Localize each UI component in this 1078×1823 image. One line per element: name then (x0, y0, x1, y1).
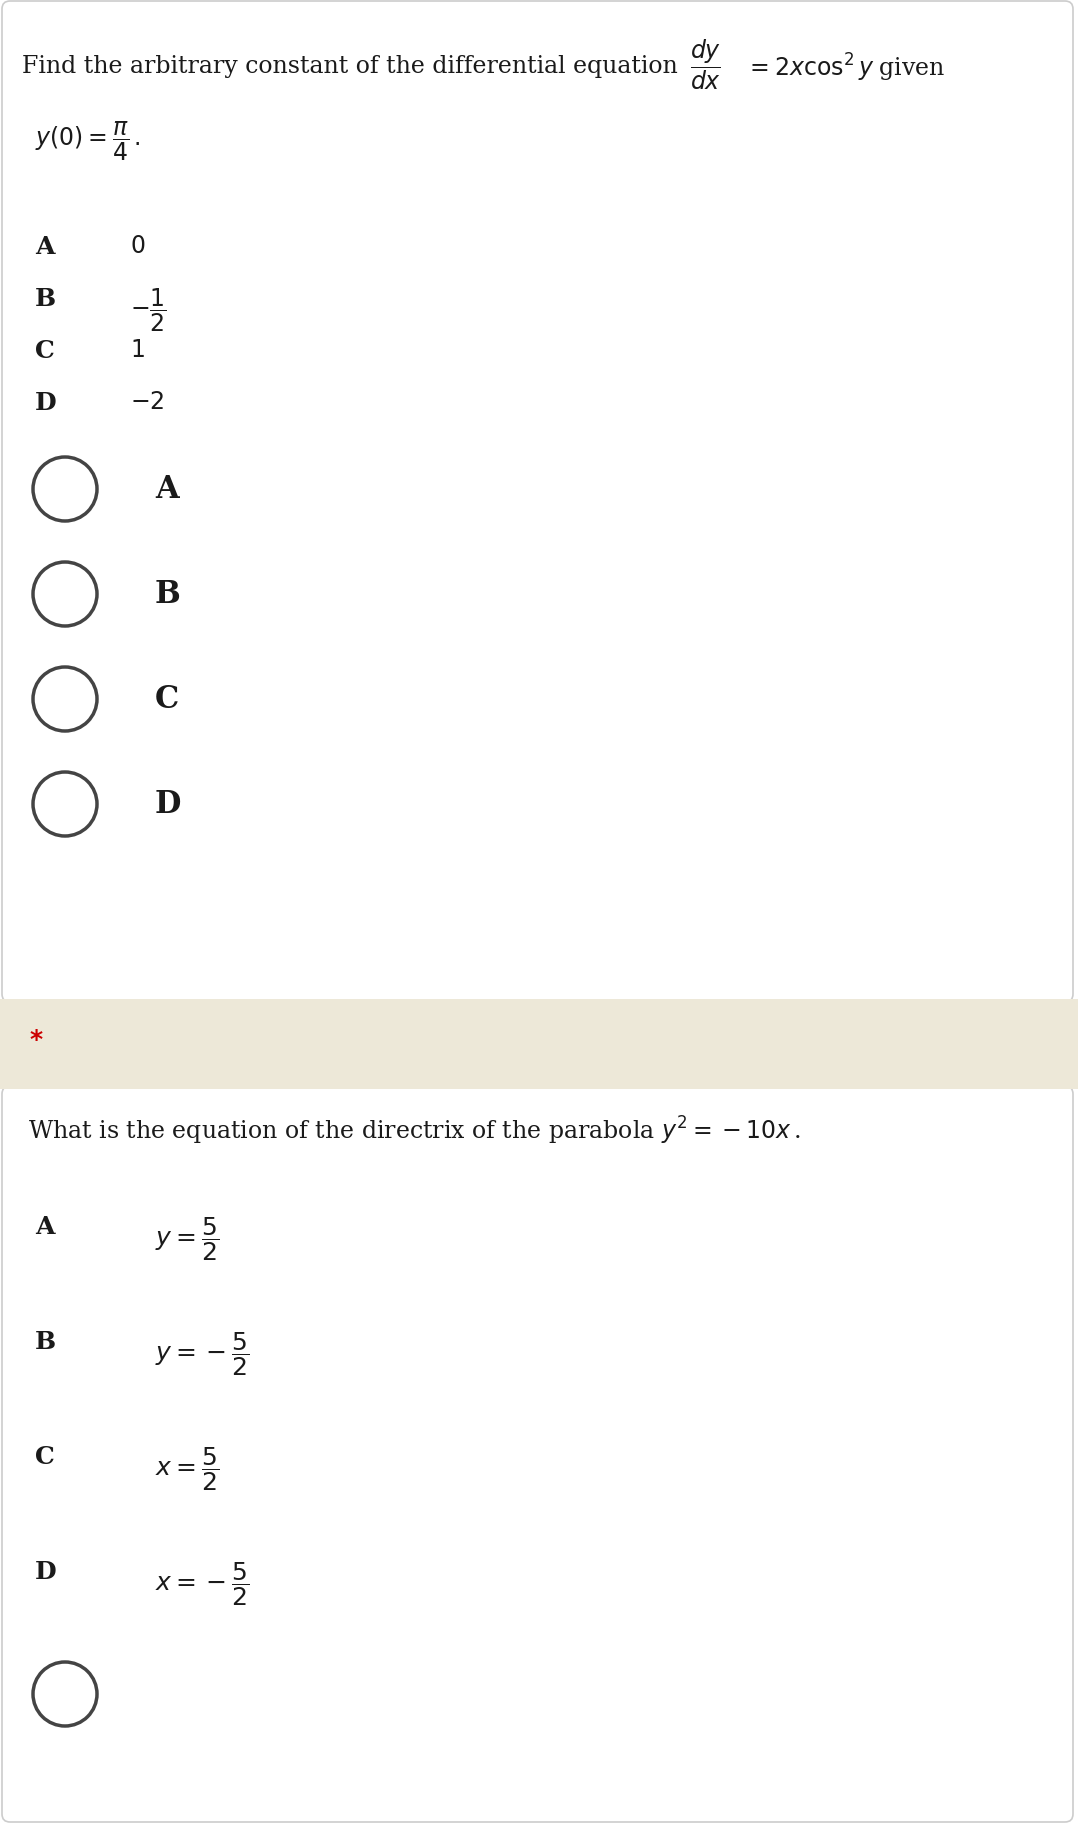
FancyBboxPatch shape (2, 2, 1073, 1003)
Text: $x = \dfrac{5}{2}$: $x = \dfrac{5}{2}$ (155, 1444, 219, 1491)
Text: A: A (34, 235, 55, 259)
Text: C: C (34, 1444, 55, 1468)
Text: B: B (155, 580, 181, 611)
Text: C: C (155, 684, 179, 715)
Text: $-2$: $-2$ (130, 390, 165, 414)
Text: D: D (155, 789, 181, 820)
Text: C: C (34, 339, 55, 363)
Text: A: A (34, 1214, 55, 1238)
Circle shape (33, 773, 97, 837)
Text: $\dfrac{dy}{dx}$: $\dfrac{dy}{dx}$ (690, 38, 721, 93)
FancyBboxPatch shape (2, 1087, 1073, 1821)
Text: D: D (34, 1559, 57, 1582)
Text: $x = -\dfrac{5}{2}$: $x = -\dfrac{5}{2}$ (155, 1559, 250, 1606)
Text: $-\dfrac{1}{2}$: $-\dfrac{1}{2}$ (130, 286, 167, 334)
Circle shape (33, 563, 97, 627)
Text: Find the arbitrary constant of the differential equation: Find the arbitrary constant of the diffe… (22, 55, 678, 78)
Text: $y = -\dfrac{5}{2}$: $y = -\dfrac{5}{2}$ (155, 1329, 250, 1376)
Circle shape (33, 458, 97, 521)
Text: B: B (34, 286, 56, 312)
Text: $y(0) = \dfrac{\pi}{4}\,.$: $y(0) = \dfrac{\pi}{4}\,.$ (34, 120, 141, 164)
Text: D: D (34, 390, 57, 416)
Text: $0$: $0$ (130, 235, 146, 257)
Text: $= 2x\cos^2 y\;$given: $= 2x\cos^2 y\;$given (745, 53, 945, 84)
Circle shape (33, 667, 97, 731)
Text: $1$: $1$ (130, 339, 144, 361)
Bar (0, 999, 1078, 1090)
Text: B: B (34, 1329, 56, 1353)
Circle shape (33, 1663, 97, 1726)
Text: $y = \dfrac{5}{2}$: $y = \dfrac{5}{2}$ (155, 1214, 219, 1262)
Text: A: A (155, 474, 179, 505)
Text: *: * (30, 1028, 43, 1052)
Text: What is the equation of the directrix of the parabola $y^2 = -10x\,$.: What is the equation of the directrix of… (28, 1114, 801, 1147)
